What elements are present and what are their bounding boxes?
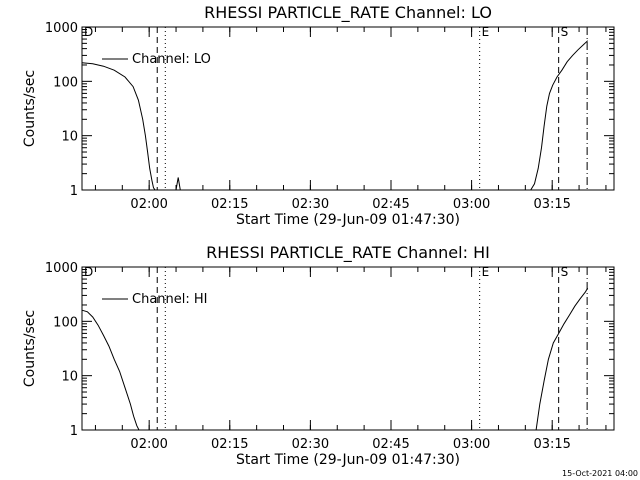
chart-title: RHESSI PARTICLE_RATE Channel: HI bbox=[206, 243, 490, 263]
x-axis-label: Start Time (29-Jun-09 01:47:30) bbox=[236, 452, 460, 468]
legend-label: Channel: HI bbox=[132, 292, 208, 307]
plot-frame bbox=[81, 26, 615, 191]
x-tick-label: 02:30 bbox=[292, 437, 329, 452]
x-tick-label: 03:00 bbox=[453, 197, 490, 212]
event-marker-label: D bbox=[84, 25, 93, 39]
y-tick-label: 1000 bbox=[45, 261, 78, 276]
y-tick-label: 1 bbox=[70, 184, 78, 199]
x-tick-label: 02:45 bbox=[372, 197, 409, 212]
y-axis-label: Counts/sec bbox=[22, 70, 38, 147]
data-series-line bbox=[81, 62, 156, 191]
y-axis-label: Counts/sec bbox=[22, 310, 38, 387]
y-tick-label: 1000 bbox=[45, 21, 78, 36]
x-axis-label: Start Time (29-Jun-09 01:47:30) bbox=[236, 212, 460, 228]
event-marker-label: S bbox=[561, 25, 569, 39]
y-tick-label: 10 bbox=[61, 370, 78, 385]
legend-label: Channel: LO bbox=[132, 52, 211, 67]
x-tick-label: 03:15 bbox=[533, 437, 570, 452]
x-tick-label: 02:00 bbox=[130, 437, 167, 452]
chart-title: RHESSI PARTICLE_RATE Channel: LO bbox=[204, 3, 492, 23]
x-tick-label: 03:15 bbox=[533, 197, 570, 212]
x-tick-label: 02:30 bbox=[292, 197, 329, 212]
y-tick-label: 10 bbox=[61, 130, 78, 145]
data-series-line bbox=[81, 309, 140, 431]
y-tick-label: 1 bbox=[70, 424, 78, 439]
x-tick-label: 02:00 bbox=[130, 197, 167, 212]
footer-timestamp: 15-Oct-2021 04:00 bbox=[562, 469, 638, 478]
event-marker-label: S bbox=[561, 265, 569, 279]
y-tick-label: 100 bbox=[53, 75, 78, 90]
y-tick-label: 100 bbox=[53, 315, 78, 330]
x-tick-label: 02:15 bbox=[211, 197, 248, 212]
data-series-line bbox=[530, 40, 589, 191]
x-tick-label: 02:45 bbox=[372, 437, 409, 452]
event-marker-label: E bbox=[482, 25, 490, 39]
plot-frame bbox=[81, 266, 615, 431]
data-series-line bbox=[175, 177, 181, 191]
event-marker-label: D bbox=[84, 265, 93, 279]
data-series-line bbox=[535, 287, 589, 431]
event-marker-label: E bbox=[482, 265, 490, 279]
x-tick-label: 03:00 bbox=[453, 437, 490, 452]
x-tick-label: 02:15 bbox=[211, 437, 248, 452]
